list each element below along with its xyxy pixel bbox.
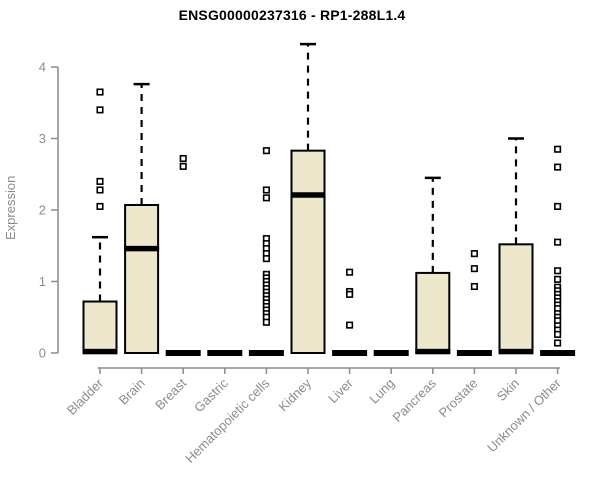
y-axis: 0 1 2 3 4 (39, 60, 59, 361)
median-line (415, 348, 451, 355)
box-rect (498, 243, 534, 355)
outlier-point (554, 275, 562, 283)
box-pancreas (415, 176, 451, 355)
outlier-point (179, 154, 187, 163)
y-tick-label: 1 (39, 274, 46, 289)
median-line (373, 350, 409, 356)
outlier-point (96, 202, 104, 210)
x-category-label: Unknown / Other (484, 375, 564, 455)
x-category-label: Liver (325, 375, 356, 406)
box-rect (290, 149, 326, 354)
box-skin (498, 137, 534, 355)
median-line (248, 350, 284, 356)
box-rect (415, 271, 451, 355)
y-tick-label: 4 (39, 60, 46, 75)
outlier-point (554, 267, 562, 275)
outlier-point (554, 163, 562, 171)
outlier-point (262, 255, 270, 263)
box-bladder (82, 88, 118, 355)
outlier-point (554, 339, 562, 347)
outlier-point (262, 147, 270, 155)
outlier-point (554, 202, 562, 210)
outlier-point (96, 177, 104, 185)
x-category-label: Bladder (64, 375, 107, 418)
median-line (290, 192, 326, 198)
outlier-point (179, 162, 187, 170)
y-tick-label: 0 (39, 346, 46, 361)
outlier-point (96, 88, 104, 96)
box-rect (124, 203, 160, 354)
outlier-point (346, 321, 354, 329)
box-unknown-other (540, 145, 576, 356)
x-category-label: Breast (152, 375, 189, 412)
median-line (124, 245, 160, 252)
x-category-label: Lung (366, 376, 397, 407)
box-liver (332, 268, 368, 356)
outlier-point (96, 106, 104, 114)
outlier-point (262, 194, 270, 202)
x-category-label: Prostate (436, 376, 481, 421)
chart-title: ENSG00000237316 - RP1-288L1.4 (178, 7, 406, 23)
box-rect (82, 300, 118, 354)
median-line (456, 350, 492, 356)
median-line (165, 350, 201, 356)
box-lung (373, 350, 409, 356)
box-hematopoietic-cells (248, 147, 284, 356)
outlier-point (470, 265, 478, 273)
box-gastric (207, 350, 243, 356)
x-category-label: Brain (116, 376, 148, 408)
outlier-point (262, 318, 270, 326)
outlier-point (96, 186, 104, 194)
y-tick-label: 2 (39, 203, 46, 218)
box-kidney (290, 42, 326, 354)
box-breast (165, 154, 201, 356)
x-category-label: Skin (494, 376, 522, 404)
outlier-point (554, 330, 562, 338)
box-brain (124, 82, 160, 354)
median-line (498, 348, 534, 355)
x-category-label: Gastric (191, 375, 231, 415)
outlier-point (346, 290, 354, 298)
median-line (332, 350, 368, 356)
x-category-label: Kidney (275, 375, 314, 414)
median-line (207, 350, 243, 356)
outlier-point (554, 238, 562, 246)
median-line (540, 350, 576, 356)
y-tick-label: 3 (39, 131, 46, 146)
outlier-point (470, 282, 478, 291)
outlier-point (346, 268, 354, 276)
box-prostate (456, 250, 492, 356)
median-line (82, 348, 118, 355)
x-category-label: Pancreas (389, 375, 439, 425)
outlier-point (470, 250, 478, 258)
outlier-point (554, 145, 562, 153)
outlier-point (262, 186, 270, 194)
